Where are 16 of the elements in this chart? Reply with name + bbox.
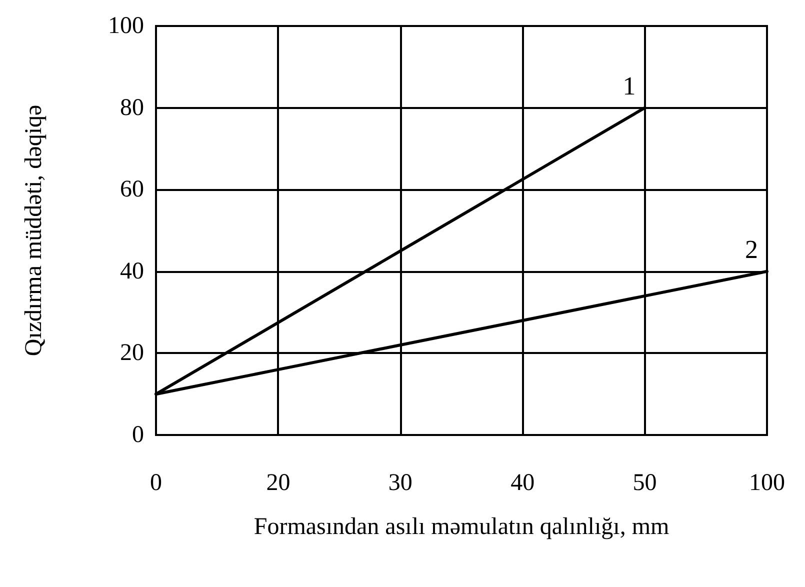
x-tick-label: 30 xyxy=(388,470,412,496)
x-tick-label: 100 xyxy=(749,470,785,496)
y-tick-label: 100 xyxy=(108,13,144,39)
y-axis-title: Qızdırma müddəti, dəqiqə xyxy=(21,104,47,356)
y-tick-label: 20 xyxy=(120,340,144,366)
y-tick-label: 40 xyxy=(120,258,144,284)
x-tick-label: 40 xyxy=(510,470,535,496)
x-tick-label: 20 xyxy=(266,470,290,496)
series-label: 2 xyxy=(745,234,758,264)
y-tick-label: 60 xyxy=(120,176,144,203)
y-tick-label: 80 xyxy=(120,94,144,121)
y-tick-label: 0 xyxy=(132,422,144,448)
x-tick-label: 0 xyxy=(150,470,162,496)
x-axis-title: Formasından asılı məmulatın qalınlığı, mm xyxy=(254,514,670,540)
series-label: 1 xyxy=(622,71,636,100)
x-tick-label: 50 xyxy=(632,470,657,496)
